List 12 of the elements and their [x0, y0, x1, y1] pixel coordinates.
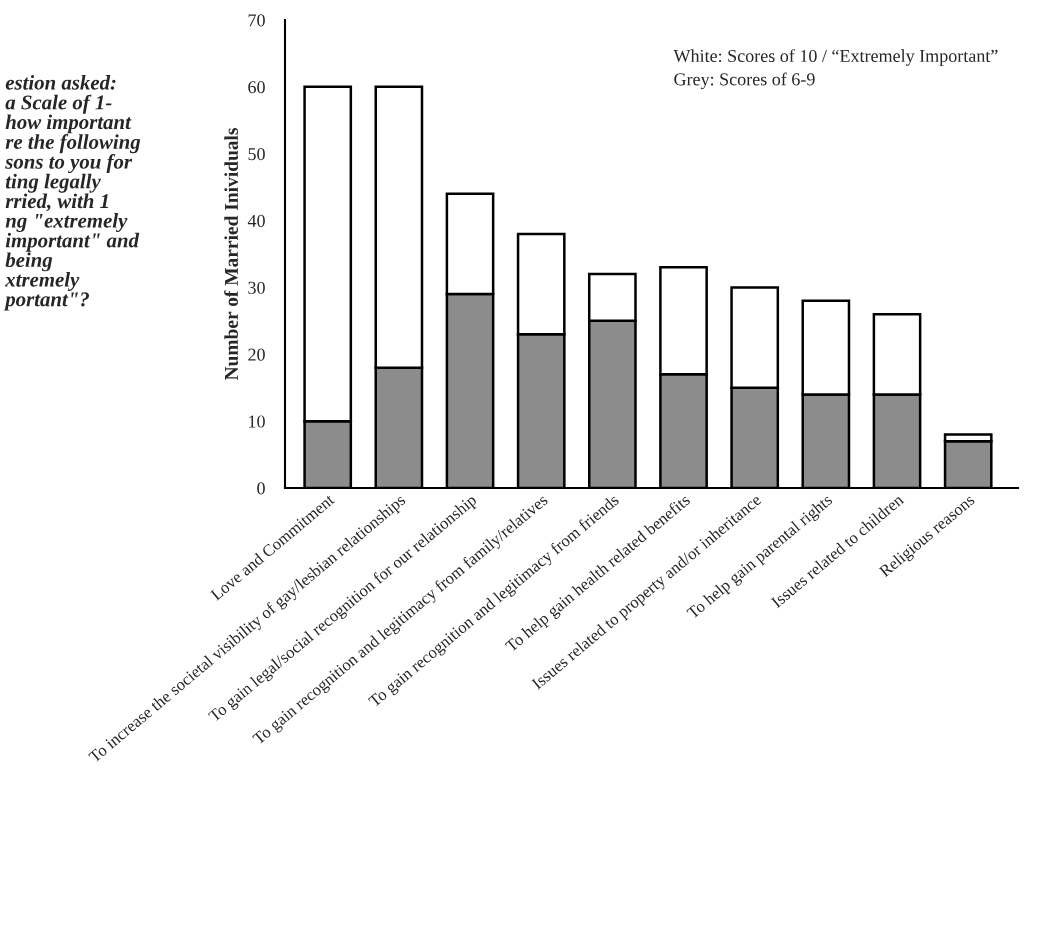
- annotation: Grey: Scores of 6-9: [674, 72, 815, 90]
- y-tick-label: 10: [249, 415, 265, 428]
- y-tick-label: 60: [248, 81, 265, 94]
- y-tick-label: 50: [248, 147, 265, 161]
- y-tick-label: 20: [248, 348, 265, 361]
- annotation: White: Scores of 10 / “Extremely Important”: [673, 49, 998, 66]
- y-tick-label: 30: [248, 281, 265, 294]
- y-axis-title: Number of Married Inividuals: [224, 127, 239, 381]
- y-tick-label: 70: [248, 14, 265, 27]
- y-tick-label: 0: [257, 482, 265, 495]
- text: estion asked: a Scale of 1- how important re the following sons to you for ting legally rried, with 1 ng "extremely important" and being xtremely portant"?: [3, 75, 141, 311]
- y-tick-label: 40: [247, 214, 265, 228]
